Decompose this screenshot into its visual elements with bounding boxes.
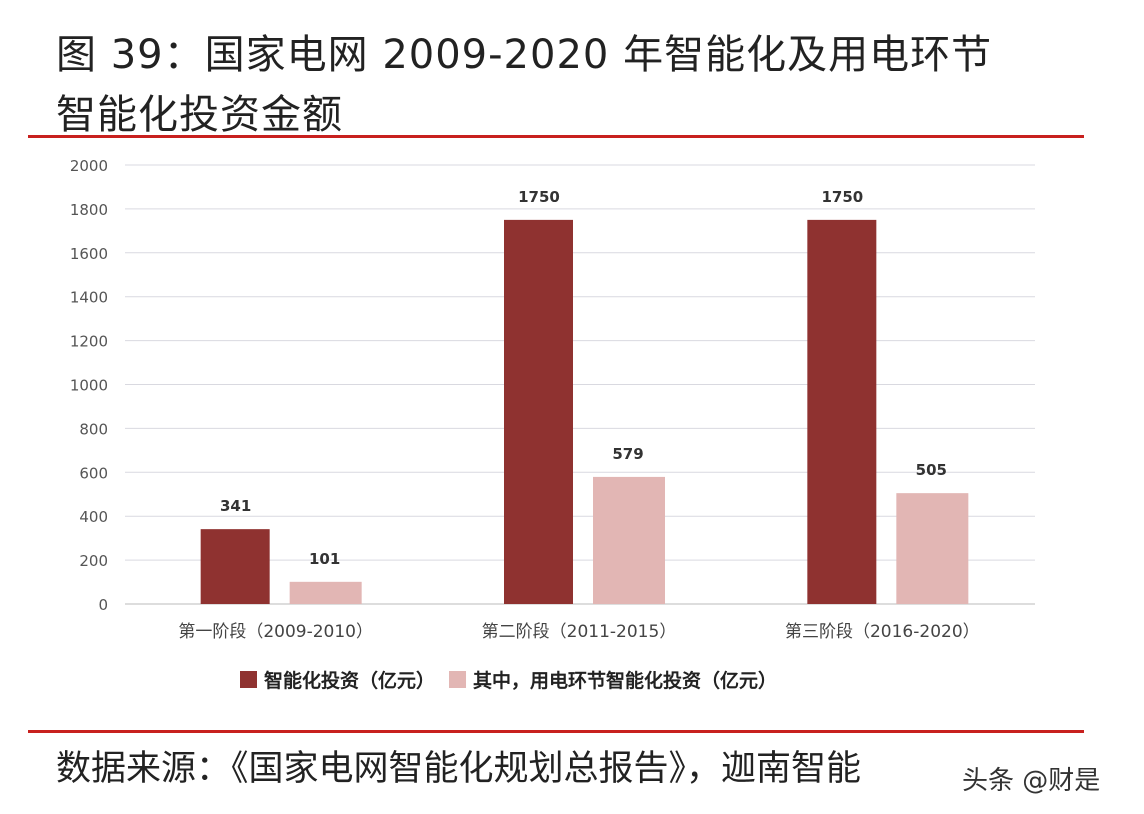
bar xyxy=(807,219,877,604)
x-tick-label: 第三阶段（2016-2020） xyxy=(785,622,980,642)
title-line-1: 图 39：国家电网 2009-2020 年智能化及用电环节 xyxy=(56,32,993,78)
bar-chart: 0 200 400 600 800 1000 1200 1400 1600 1800 2000 341… xyxy=(70,157,1035,692)
y-tick-label: 800 xyxy=(79,420,108,438)
legend-label: 智能化投资（亿元） xyxy=(264,669,435,692)
data-label: 579 xyxy=(612,445,643,463)
bar xyxy=(896,493,969,604)
data-label: 1750 xyxy=(821,188,863,206)
title-line-2: 智能化投资金额 xyxy=(56,92,343,138)
y-tick-label: 1800 xyxy=(70,201,108,219)
watermark: 头条 @财是 xyxy=(962,766,1101,796)
y-tick-label: 2000 xyxy=(70,157,108,175)
y-tick-label: 1000 xyxy=(70,377,108,395)
bar xyxy=(593,476,665,604)
legend-swatch xyxy=(449,671,467,688)
x-tick-label: 第一阶段（2009-2010） xyxy=(178,622,373,642)
legend-label: 其中，用电环节智能化投资（亿元） xyxy=(473,669,777,692)
y-tick-label: 200 xyxy=(79,552,108,570)
top-divider xyxy=(28,135,1084,138)
y-tick-label: 600 xyxy=(79,464,108,482)
bar xyxy=(504,219,573,604)
legend-swatch xyxy=(240,671,257,688)
y-tick-label: 0 xyxy=(98,596,108,614)
data-label: 101 xyxy=(309,550,340,568)
y-tick-label: 1600 xyxy=(70,245,108,263)
source-note: 数据来源：《国家电网智能化规划总报告》，迦南智能 xyxy=(56,749,862,789)
bottom-divider xyxy=(28,730,1084,733)
data-label: 1750 xyxy=(518,188,560,206)
data-label: 341 xyxy=(220,497,251,515)
data-label: 505 xyxy=(916,461,947,479)
bar xyxy=(200,529,270,604)
bar xyxy=(289,581,362,604)
y-tick-label: 1200 xyxy=(70,333,108,351)
y-tick-label: 400 xyxy=(79,508,108,526)
x-tick-label: 第二阶段（2011-2015） xyxy=(482,622,677,642)
y-tick-label: 1400 xyxy=(70,289,108,307)
